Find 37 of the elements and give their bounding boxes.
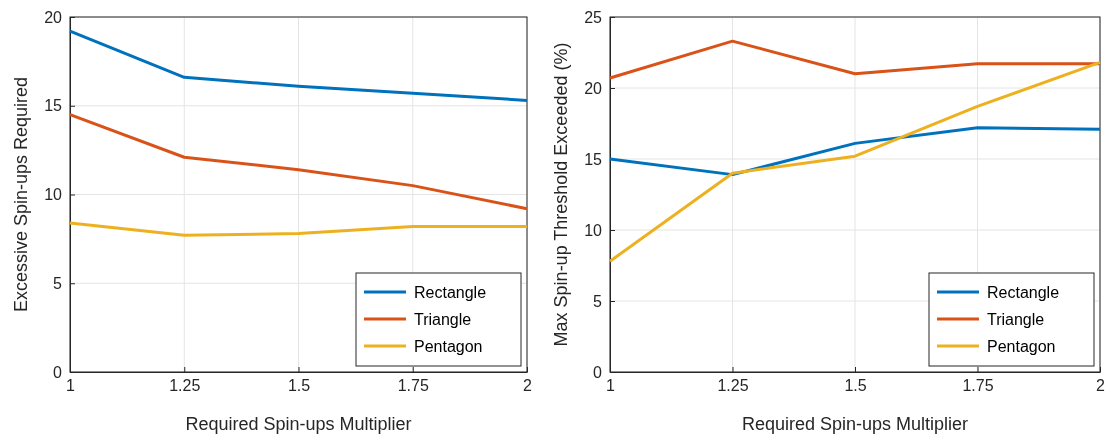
x-tick-label: 1 bbox=[66, 377, 76, 395]
line-series bbox=[608, 60, 1102, 263]
legend-label: Pentagon bbox=[414, 338, 483, 355]
x-tick-label: 1.75 bbox=[962, 377, 994, 395]
x-axis-title: Required Spin-ups Multiplier bbox=[185, 414, 412, 434]
legend-label: Pentagon bbox=[987, 338, 1056, 355]
line-series bbox=[608, 39, 1102, 80]
y-tick-label: 0 bbox=[593, 363, 603, 381]
x-tick-label: 1.25 bbox=[169, 377, 201, 395]
y-tick-label: 15 bbox=[44, 97, 63, 115]
y-tick-label: 15 bbox=[584, 150, 603, 168]
y-tick-label: 20 bbox=[44, 8, 63, 26]
y-tick-label: 20 bbox=[584, 79, 603, 97]
y-tick-label: 10 bbox=[584, 221, 603, 239]
x-tick-label: 1.75 bbox=[397, 377, 429, 395]
x-axis-title: Required Spin-ups Multiplier bbox=[741, 414, 969, 434]
y-tick-label: 5 bbox=[593, 292, 603, 310]
line-series bbox=[608, 126, 1102, 177]
x-tick-label: 2 bbox=[1096, 377, 1106, 395]
y-tick-label: 5 bbox=[53, 274, 63, 292]
legend-label: Rectangle bbox=[987, 284, 1060, 301]
x-tick-label: 1 bbox=[606, 377, 616, 395]
line-series bbox=[68, 113, 529, 211]
y-axis-title: Excessive Spin-ups Required bbox=[11, 76, 31, 313]
y-tick-label: 25 bbox=[584, 8, 603, 26]
x-tick-label: 2 bbox=[523, 377, 533, 395]
legend-label: Rectangle bbox=[414, 284, 487, 301]
x-tick-label: 1.25 bbox=[717, 377, 749, 395]
legend-label: Triangle bbox=[987, 311, 1045, 328]
x-tick-label: 1.5 bbox=[844, 377, 867, 395]
y-tick-label: 0 bbox=[53, 363, 63, 381]
y-tick-label: 10 bbox=[44, 186, 63, 204]
line-series bbox=[68, 29, 529, 102]
line-series bbox=[68, 221, 529, 237]
legend-label: Triangle bbox=[414, 311, 472, 328]
y-axis-title: Max Spin-up Threshold Exceeded (%) bbox=[551, 42, 571, 347]
x-tick-label: 1.5 bbox=[287, 377, 311, 395]
